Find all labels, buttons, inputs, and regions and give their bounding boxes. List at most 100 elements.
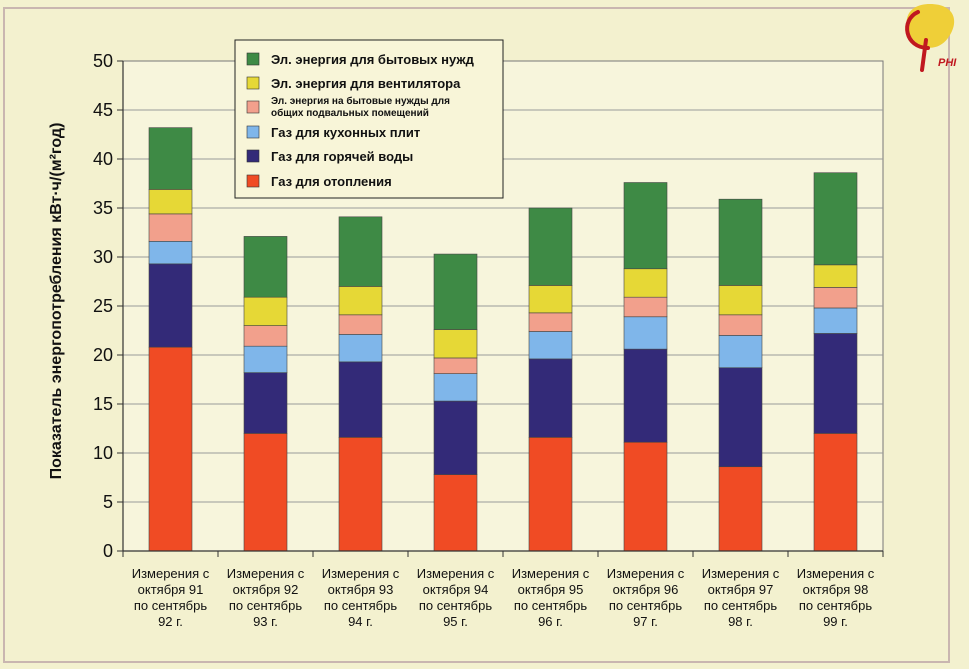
y-tick-label: 50 (93, 51, 113, 71)
bar-stack (813, 172, 858, 552)
bar-stack (528, 207, 573, 552)
bar-segment (338, 314, 383, 335)
bar-segment (718, 198, 763, 286)
bar-segment (433, 329, 478, 359)
bar-segment (338, 286, 383, 316)
bar-segment (243, 372, 288, 434)
bar-segment (623, 296, 668, 318)
y-tick-label: 35 (93, 198, 113, 218)
bar-segment (623, 348, 668, 443)
bar-segment (718, 367, 763, 468)
legend-swatch (246, 149, 260, 163)
bar-segment (623, 268, 668, 298)
bar-segment (433, 253, 478, 330)
bar-segment (623, 182, 668, 270)
bar-stack (148, 127, 193, 552)
bar-segment (528, 285, 573, 314)
bar-segment (433, 474, 478, 552)
x-tick-label: Измерения с октября 98 по сентябрь 99 г. (797, 566, 875, 629)
legend-item: Эл. энергия для бытовых нужд (246, 52, 475, 67)
legend-swatch (246, 76, 260, 90)
legend-box (234, 39, 504, 199)
logo-text: PHI (938, 57, 957, 69)
bar-stack (433, 253, 478, 552)
bar-segment (148, 127, 193, 190)
legend-swatch (246, 125, 260, 139)
bar-segment (813, 433, 858, 552)
bar-segment (718, 285, 763, 316)
y-tick-label: 5 (103, 492, 113, 512)
page-frame (3, 7, 950, 663)
x-tick-label: Измерения с октября 97 по сентябрь 98 г. (702, 566, 780, 629)
y-tick-label: 40 (93, 149, 113, 169)
x-tick-label: Измерения с октября 94 по сентябрь 95 г. (417, 566, 495, 629)
bar-segment (243, 236, 288, 298)
bar-segment (243, 345, 288, 373)
legend-item: Эл. энергия на бытовые нужды для общих по… (246, 95, 450, 119)
legend-item: Газ для кухонных плит (246, 125, 420, 140)
legend-label: Газ для кухонных плит (271, 125, 420, 140)
bar-segment (148, 263, 193, 348)
legend: Эл. энергия для бытовых нужд Эл. энергия … (234, 39, 504, 199)
y-tick-label: 30 (93, 247, 113, 267)
logo-phi-icon (905, 10, 930, 72)
legend-label: Эл. энергия на бытовые нужды для общих по… (271, 95, 450, 119)
logo-leaf-icon (906, 4, 955, 48)
bar-segment (528, 312, 573, 332)
bar-segment (433, 357, 478, 374)
bar-segment (338, 334, 383, 363)
bar-segment (813, 287, 858, 309)
bar-segment (148, 189, 193, 215)
legend-label: Газ для горячей воды (271, 149, 413, 164)
legend-item: Эл. энергия для вентилятора (246, 76, 461, 91)
y-tick-label: 0 (103, 541, 113, 561)
bar-segment (528, 437, 573, 552)
bar-segment (718, 466, 763, 552)
y-tick-label: 20 (93, 345, 113, 365)
y-tick-label: 45 (93, 100, 113, 120)
x-axis: Измерения с октября 91 по сентябрь 92 г. Изм… (122, 550, 884, 629)
bar-segment (433, 400, 478, 475)
bar-segment (813, 264, 858, 288)
bar-segment (813, 172, 858, 266)
y-axis-title: Показатель энергопотребления кВт·ч/(м²го… (48, 123, 65, 480)
x-tick-label: Измерения с октября 96 по сентябрь 97 г. (607, 566, 685, 629)
legend-label: Эл. энергия для вентилятора (271, 76, 461, 91)
bar-stack (718, 198, 763, 552)
bar-segment (718, 314, 763, 336)
bar-segment (148, 346, 193, 552)
legend-item: Газ для горячей воды (246, 149, 413, 164)
bar-segment (338, 361, 383, 438)
legend-label: Эл. энергия для бытовых нужд (271, 52, 475, 67)
bars (148, 127, 858, 552)
legend-swatch (246, 174, 260, 188)
bar-segment (148, 241, 193, 265)
x-tick-label: Измерения с октября 91 по сентябрь 92 г. (132, 566, 210, 629)
x-tick-label: Измерения с октября 93 по сентябрь 94 г. (322, 566, 400, 629)
legend-item: Газ для отопления (246, 174, 392, 189)
bar-stack (243, 236, 288, 552)
bar-stack (623, 182, 668, 552)
y-tick-label: 25 (93, 296, 113, 316)
bar-segment (243, 325, 288, 347)
y-axis: 0 5 10 15 20 25 30 35 40 45 50 (93, 51, 124, 561)
bar-segment (813, 307, 858, 334)
legend-swatch (246, 100, 260, 114)
y-tick-label: 10 (93, 443, 113, 463)
x-tick-label: Измерения с октября 95 по сентябрь 96 г. (512, 566, 590, 629)
bar-segment (338, 216, 383, 287)
bar-stack (338, 216, 383, 552)
logo: PHI (905, 4, 957, 72)
bar-segment (433, 373, 478, 402)
bar-segment (528, 358, 573, 438)
legend-swatch (246, 52, 260, 66)
bar-segment (623, 441, 668, 552)
bar-segment (338, 437, 383, 552)
bar-segment (623, 316, 668, 350)
x-tick-label: Измерения с октября 92 по сентябрь 93 г. (227, 566, 305, 629)
bar-segment (148, 213, 193, 242)
legend-label: Газ для отопления (271, 174, 392, 189)
bar-segment (718, 335, 763, 369)
